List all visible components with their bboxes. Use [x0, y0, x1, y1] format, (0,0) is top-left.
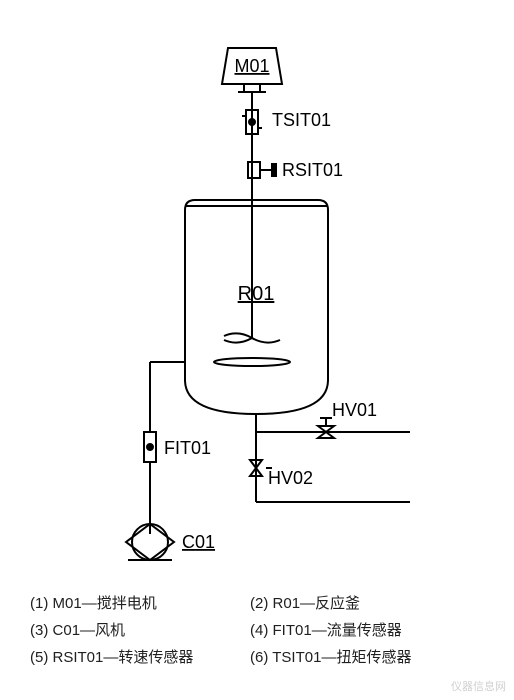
legend-item: (3) C01—风机: [30, 617, 250, 644]
flow-sensor-symbol: [144, 432, 156, 500]
torque-sensor-label: TSIT01: [272, 110, 331, 130]
motor-label: M01: [234, 56, 269, 76]
legend-item: (6) TSIT01—扭矩传感器: [250, 644, 470, 671]
fan-label: C01: [182, 532, 215, 552]
legend-idx: (6): [250, 649, 268, 666]
legend-item: (1) M01—搅拌电机: [30, 590, 250, 617]
legend-name: 转速传感器: [118, 649, 193, 666]
legend: (1) M01—搅拌电机 (2) R01—反应釜 (3) C01—风机 (4) …: [30, 590, 470, 671]
legend-idx: (2): [250, 595, 268, 612]
valve-hv01-label: HV01: [332, 400, 377, 420]
legend-name: 扭矩传感器: [336, 649, 411, 666]
legend-idx: (3): [30, 622, 48, 639]
legend-item: (5) RSIT01—转速传感器: [30, 644, 250, 671]
legend-name: 风机: [95, 622, 125, 639]
pid-diagram: M01 TSIT01 RSIT01: [0, 0, 514, 580]
legend-name: 搅拌电机: [97, 595, 157, 612]
valve-hv01-symbol: [318, 418, 334, 438]
legend-tag: C01: [53, 622, 81, 639]
legend-idx: (4): [250, 622, 268, 639]
legend-item: (4) FIT01—流量传感器: [250, 617, 470, 644]
legend-tag: RSIT01: [53, 649, 104, 666]
legend-name: 反应釜: [315, 595, 360, 612]
reactor-label: R01: [238, 283, 275, 305]
legend-tag: R01: [273, 595, 301, 612]
legend-item: (2) R01—反应釜: [250, 590, 470, 617]
legend-idx: (1): [30, 595, 48, 612]
legend-idx: (5): [30, 649, 48, 666]
reactor-symbol: [185, 200, 328, 432]
watermark: 仪器信息网: [451, 678, 506, 694]
flow-sensor-label: FIT01: [164, 438, 211, 458]
legend-tag: FIT01: [273, 622, 312, 639]
valve-hv02-label: HV02: [268, 468, 313, 488]
legend-name: 流量传感器: [327, 622, 402, 639]
legend-tag: M01: [53, 595, 82, 612]
legend-tag: TSIT01: [272, 649, 321, 666]
speed-sensor-label: RSIT01: [282, 160, 343, 180]
